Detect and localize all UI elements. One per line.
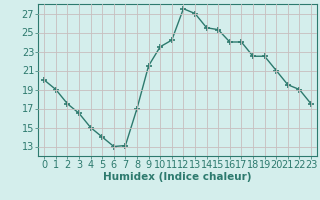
X-axis label: Humidex (Indice chaleur): Humidex (Indice chaleur) — [103, 172, 252, 182]
